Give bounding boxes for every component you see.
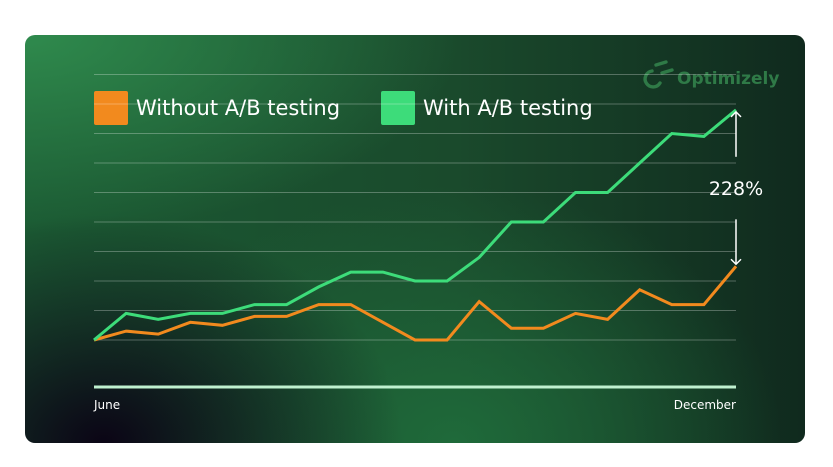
difference-annotation: 228% bbox=[709, 110, 763, 266]
legend-label-with: With A/B testing bbox=[423, 96, 593, 120]
optimizely-logo-icon bbox=[643, 60, 674, 89]
x-tick-start: June bbox=[93, 398, 120, 412]
brand-name: Optimizely bbox=[677, 69, 779, 89]
series-layer bbox=[93, 108, 738, 342]
legend-item-with: With A/B testing bbox=[381, 91, 593, 125]
legend: Without A/B testing With A/B testing bbox=[94, 91, 593, 125]
line-chart: Optimizely Without A/B testing With A/B … bbox=[93, 60, 779, 412]
brand-logo: Optimizely bbox=[643, 60, 779, 89]
chart-card: Optimizely Without A/B testing With A/B … bbox=[25, 35, 805, 443]
legend-label-without: Without A/B testing bbox=[136, 96, 340, 120]
difference-label: 228% bbox=[709, 178, 763, 200]
x-tick-end: December bbox=[674, 398, 736, 412]
series-line-without bbox=[93, 265, 738, 342]
series-line-with bbox=[93, 108, 737, 342]
legend-swatch-without bbox=[94, 91, 128, 125]
legend-swatch-with bbox=[381, 91, 415, 125]
legend-item-without: Without A/B testing bbox=[94, 91, 340, 125]
